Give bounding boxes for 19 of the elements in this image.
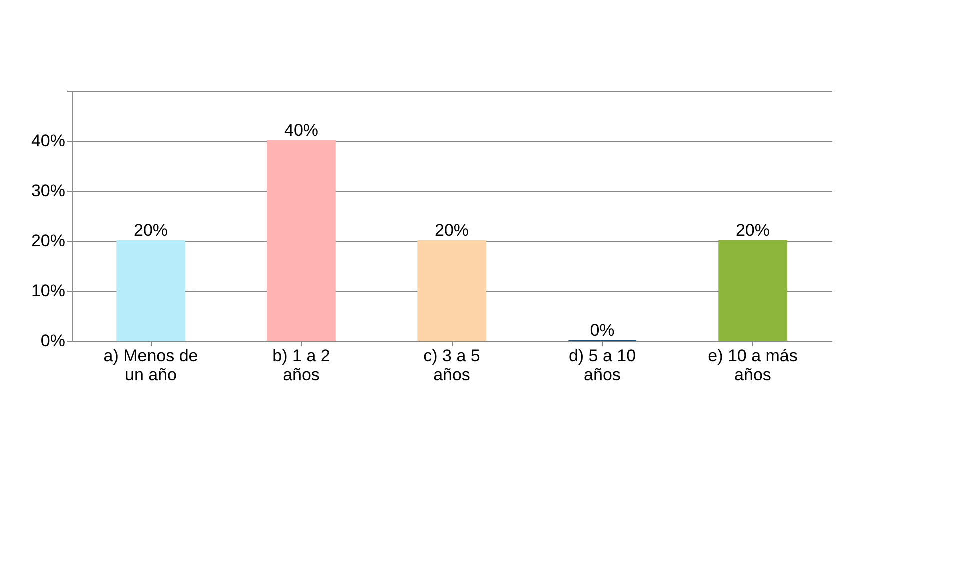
x-tick-label: d) 5 a 10 años bbox=[568, 346, 636, 384]
y-tick-label: 20% bbox=[31, 232, 66, 250]
x-tick-label: a) Menos de un año bbox=[104, 346, 198, 384]
data-label: 20% bbox=[434, 221, 470, 240]
bar bbox=[267, 140, 336, 342]
y-tick-label: 40% bbox=[31, 132, 66, 150]
y-tick-label: 30% bbox=[31, 182, 66, 200]
data-label: 20% bbox=[134, 221, 168, 240]
data-label: 40% bbox=[284, 121, 319, 140]
data-label: 0% bbox=[590, 321, 615, 340]
bar bbox=[418, 240, 486, 342]
y-tick-label: 0% bbox=[40, 332, 66, 350]
bar bbox=[718, 240, 788, 342]
x-tick-label: c) 3 a 5 años bbox=[424, 346, 480, 384]
bar bbox=[116, 240, 186, 342]
y-tick-label: 10% bbox=[31, 282, 66, 300]
x-tick-label: b) 1 a 2 años bbox=[272, 346, 330, 384]
x-tick-label: e) 10 a más años bbox=[708, 346, 798, 384]
data-label: 20% bbox=[736, 221, 770, 240]
